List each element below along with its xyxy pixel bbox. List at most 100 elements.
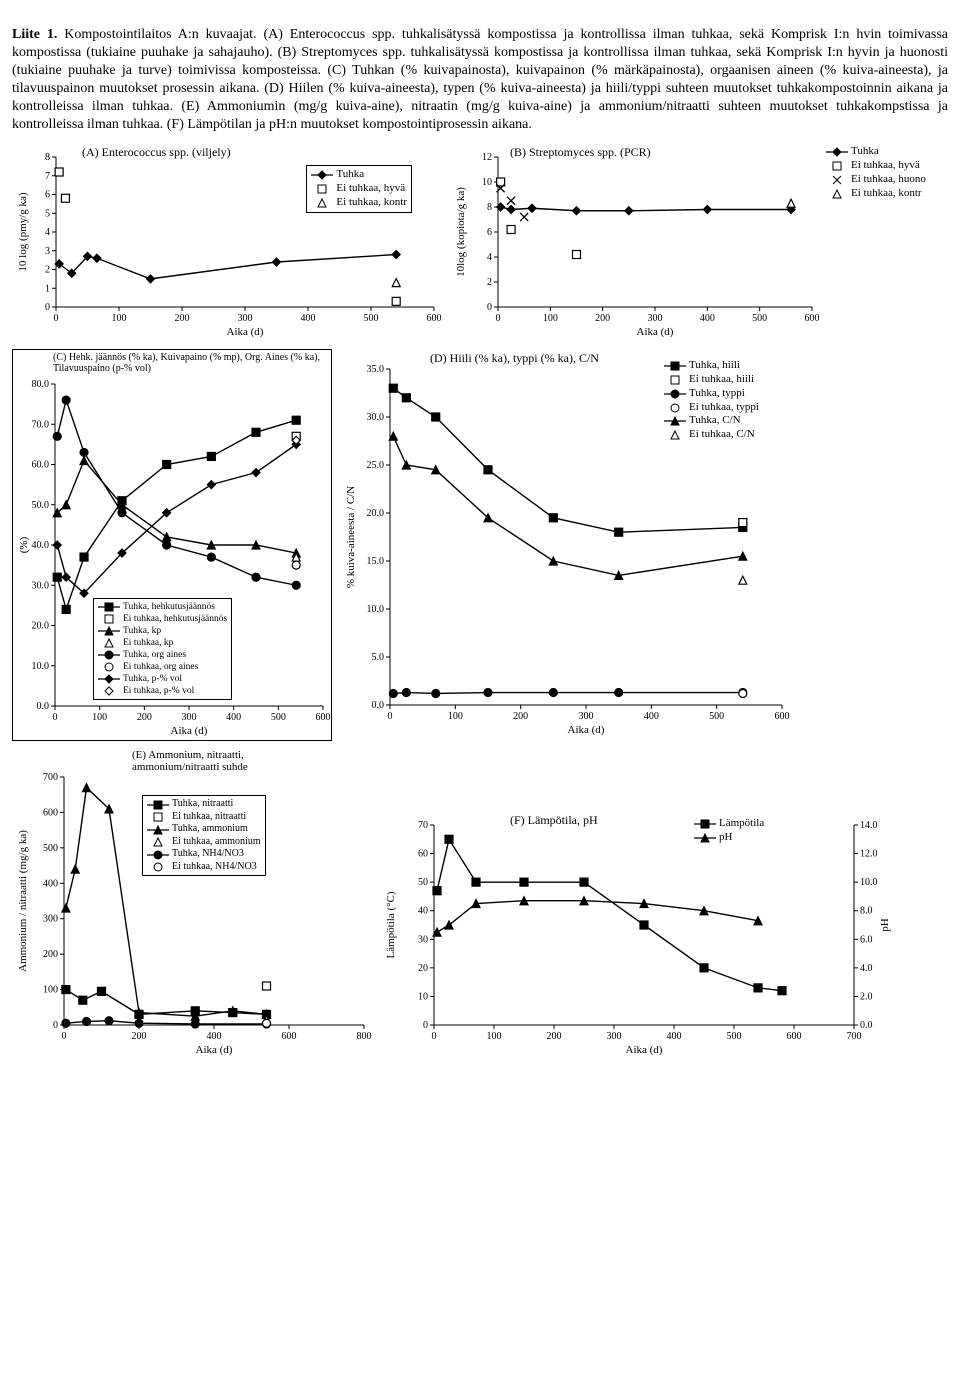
svg-text:6: 6 xyxy=(45,190,50,201)
svg-text:4.0: 4.0 xyxy=(860,963,873,974)
svg-text:12.0: 12.0 xyxy=(860,849,878,860)
svg-text:600: 600 xyxy=(43,808,58,819)
chart-c: 01002003004005006000.010.020.030.040.050… xyxy=(12,349,332,741)
svg-text:20.0: 20.0 xyxy=(367,508,385,519)
svg-text:300: 300 xyxy=(607,1031,622,1042)
chart-f: 01002003004005006007000102030405060700.0… xyxy=(380,809,940,1059)
svg-text:0: 0 xyxy=(487,302,492,313)
legend-item: Tuhka, hiili xyxy=(664,359,759,373)
svg-text:400: 400 xyxy=(644,711,659,722)
svg-text:80.0: 80.0 xyxy=(32,379,50,390)
svg-text:400: 400 xyxy=(667,1031,682,1042)
svg-text:30: 30 xyxy=(418,935,428,946)
svg-text:0: 0 xyxy=(53,712,58,723)
svg-text:15.0: 15.0 xyxy=(367,556,385,567)
svg-text:2.0: 2.0 xyxy=(860,992,873,1003)
chart-c-title: (C) Hehk. jäännös (% ka), Kuivapaino (% … xyxy=(53,352,323,374)
svg-text:Lämpötila (°C): Lämpötila (°C) xyxy=(385,892,397,959)
legend-item: Tuhka, NH4/NO3 xyxy=(147,848,261,861)
row-3: 02004006008000100200300400500600700Aika … xyxy=(12,749,948,1059)
svg-text:200: 200 xyxy=(132,1031,147,1042)
svg-text:30.0: 30.0 xyxy=(32,581,50,592)
svg-text:300: 300 xyxy=(648,313,663,324)
legend-item: pH xyxy=(694,831,764,845)
legend-item: Tuhka, hehkutusjäännös xyxy=(98,601,227,613)
svg-text:% kuiva-aineesta / C/N: % kuiva-aineesta / C/N xyxy=(345,486,357,588)
legend-item: Ei tuhkaa, kp xyxy=(98,637,227,649)
svg-text:100: 100 xyxy=(543,313,558,324)
chart-f-title: (F) Lämpötila, pH xyxy=(510,813,598,828)
svg-text:300: 300 xyxy=(238,313,253,324)
svg-text:500: 500 xyxy=(271,712,286,723)
svg-text:60.0: 60.0 xyxy=(32,460,50,471)
chart-e: 02004006008000100200300400500600700Aika … xyxy=(12,749,372,1059)
svg-text:0: 0 xyxy=(423,1020,428,1031)
legend-item: Tuhka, C/N xyxy=(664,414,759,428)
svg-text:700: 700 xyxy=(43,772,58,783)
svg-text:50: 50 xyxy=(418,878,428,889)
svg-text:200: 200 xyxy=(43,950,58,961)
svg-text:3: 3 xyxy=(45,246,50,257)
svg-text:10: 10 xyxy=(482,177,492,188)
legend-item: Ei tuhkaa, ammonium xyxy=(147,836,261,849)
legend-item: Tuhka, typpi xyxy=(664,387,759,401)
chart-a: 0100200300400500600012345678Aika (d)10 l… xyxy=(12,141,442,341)
svg-text:0.0: 0.0 xyxy=(37,701,50,712)
svg-text:70.0: 70.0 xyxy=(32,420,50,431)
svg-text:(%): (%) xyxy=(18,537,30,554)
svg-text:100: 100 xyxy=(487,1031,502,1042)
svg-text:600: 600 xyxy=(805,313,820,324)
svg-text:400: 400 xyxy=(226,712,241,723)
svg-text:Aika (d): Aika (d) xyxy=(626,1044,663,1056)
svg-text:40: 40 xyxy=(418,906,428,917)
svg-text:5: 5 xyxy=(45,209,50,220)
svg-text:20: 20 xyxy=(418,963,428,974)
legend-item: Tuhka, p-% vol xyxy=(98,673,227,685)
svg-text:0: 0 xyxy=(432,1031,437,1042)
chart-d-title: (D) Hiili (% ka), typpi (% ka), C/N xyxy=(430,351,650,366)
svg-text:Aika (d): Aika (d) xyxy=(568,724,605,736)
legend-item: Tuhka, ammonium xyxy=(147,823,261,836)
chart-a-title: (A) Enterococcus spp. (viljely) xyxy=(82,145,231,160)
svg-text:14.0: 14.0 xyxy=(860,820,878,831)
svg-text:2: 2 xyxy=(487,277,492,288)
legend-d: Tuhka, hiiliEi tuhkaa, hiiliTuhka, typpi… xyxy=(660,357,763,444)
svg-text:500: 500 xyxy=(43,843,58,854)
svg-text:10.0: 10.0 xyxy=(860,878,878,889)
svg-text:200: 200 xyxy=(175,313,190,324)
svg-text:100: 100 xyxy=(448,711,463,722)
legend-a: TuhkaEi tuhkaa, hyväEi tuhkaa, kontr xyxy=(306,165,412,212)
legend-item: Tuhka xyxy=(311,168,407,182)
svg-text:100: 100 xyxy=(43,985,58,996)
svg-text:4: 4 xyxy=(487,252,492,263)
legend-item: Ei tuhkaa, hyvä xyxy=(826,159,926,173)
svg-text:600: 600 xyxy=(316,712,331,723)
svg-text:70: 70 xyxy=(418,820,428,831)
legend-item: Lämpötila xyxy=(694,817,764,831)
svg-text:0: 0 xyxy=(496,313,501,324)
legend-item: Ei tuhkaa, p-% vol xyxy=(98,685,227,697)
chart-e-title: (E) Ammonium, nitraatti, ammonium/nitraa… xyxy=(132,749,332,773)
svg-text:600: 600 xyxy=(787,1031,802,1042)
svg-text:300: 300 xyxy=(182,712,197,723)
svg-text:400: 400 xyxy=(301,313,316,324)
svg-text:700: 700 xyxy=(847,1031,862,1042)
legend-item: Ei tuhkaa, huono xyxy=(826,173,926,187)
svg-text:35.0: 35.0 xyxy=(367,364,385,375)
svg-text:300: 300 xyxy=(579,711,594,722)
svg-text:10: 10 xyxy=(418,992,428,1003)
svg-text:500: 500 xyxy=(364,313,379,324)
legend-item: Ei tuhkaa, hehkutusjäännös xyxy=(98,613,227,625)
svg-text:400: 400 xyxy=(700,313,715,324)
svg-text:500: 500 xyxy=(727,1031,742,1042)
chart-b-title: (B) Streptomyces spp. (PCR) xyxy=(510,145,651,160)
svg-text:12: 12 xyxy=(482,152,492,163)
svg-text:30.0: 30.0 xyxy=(367,412,385,423)
svg-text:200: 200 xyxy=(595,313,610,324)
legend-b: TuhkaEi tuhkaa, hyväEi tuhkaa, huonoEi t… xyxy=(822,143,930,202)
legend-item: Ei tuhkaa, kontr xyxy=(311,196,407,210)
legend-item: Ei tuhkaa, typpi xyxy=(664,401,759,415)
svg-text:10 log (pmy/g ka): 10 log (pmy/g ka) xyxy=(17,193,29,272)
legend-item: Tuhka, nitraatti xyxy=(147,798,261,811)
svg-text:500: 500 xyxy=(709,711,724,722)
